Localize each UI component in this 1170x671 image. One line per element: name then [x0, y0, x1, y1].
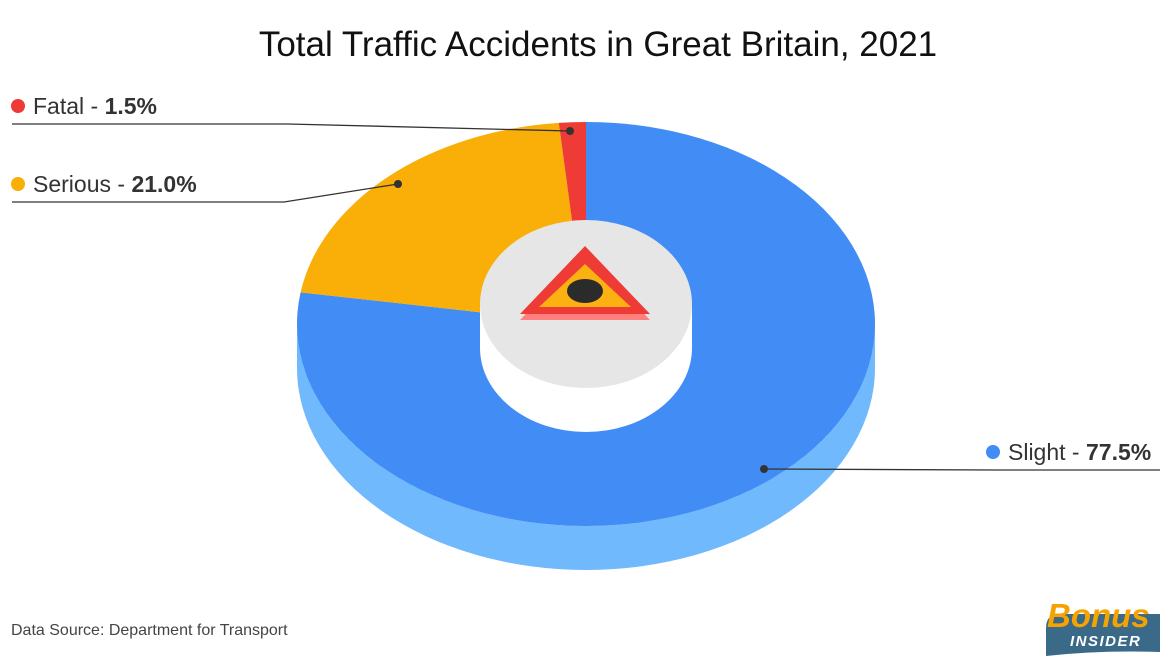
- legend-value-serious: 21.0%: [131, 171, 196, 197]
- legend-value-slight: 77.5%: [1086, 439, 1151, 465]
- logo-badge: [1046, 614, 1160, 656]
- legend-name-fatal: Fatal -: [33, 93, 105, 119]
- pie-3d-side: [297, 324, 875, 570]
- leader-line-slight: [763, 468, 1160, 471]
- pie-side-wall: [297, 324, 875, 570]
- leader-dot-serious: [394, 180, 402, 188]
- logo-word: Bonus: [1047, 597, 1150, 634]
- leader-dot-fatal: [566, 127, 574, 135]
- legend-label-fatal: Fatal - 1.5%: [33, 93, 157, 119]
- leader-lines: [12, 123, 1160, 473]
- data-source: Data Source: Department for Transport: [11, 622, 288, 639]
- legend-marker-slight: [986, 445, 1000, 459]
- center-hub: [480, 220, 692, 432]
- legend-name-slight: Slight -: [1008, 439, 1086, 465]
- legend-value-fatal: 1.5%: [105, 93, 157, 119]
- leader-line-fatal: [12, 123, 571, 132]
- legend-label-slight: Slight - 77.5%: [1008, 439, 1151, 465]
- leader-line-serious: [12, 183, 399, 203]
- legend: Fatal - 1.5% Serious - 21.0% Slight - 77.5…: [11, 93, 1151, 465]
- warning-triangle-icon: [520, 246, 650, 320]
- legend-marker-serious: [11, 177, 25, 191]
- leader-dot-slight: [760, 465, 768, 473]
- legend-label-serious: Serious - 21.0%: [33, 171, 197, 197]
- legend-marker-fatal: [11, 99, 25, 113]
- chart-title: Total Traffic Accidents in Great Britain…: [259, 25, 937, 64]
- legend-name-serious: Serious -: [33, 171, 131, 197]
- bonus-insider-logo: Bonus INSIDER: [1046, 597, 1160, 656]
- logo-sub: INSIDER: [1070, 633, 1141, 650]
